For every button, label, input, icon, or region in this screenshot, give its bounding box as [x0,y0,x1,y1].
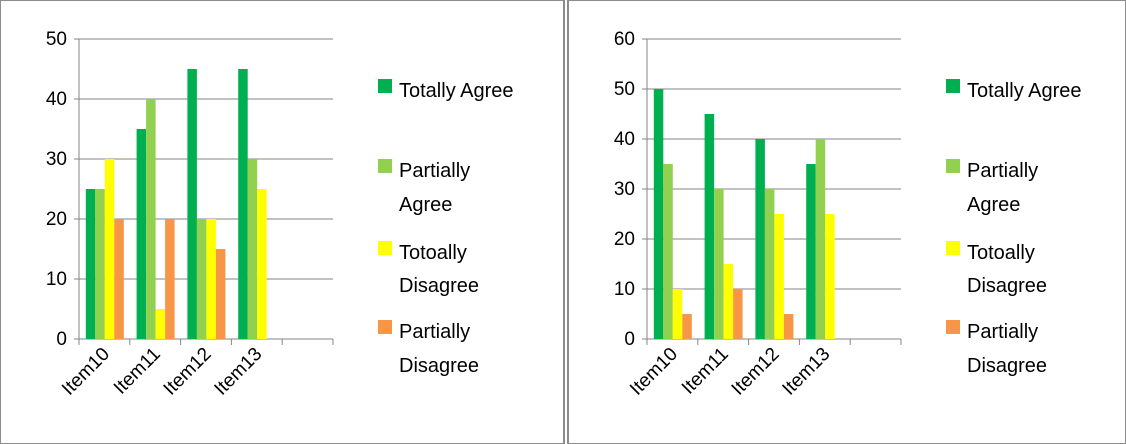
legend-swatch [378,159,392,173]
legend-swatch [378,241,392,255]
bar [196,219,207,339]
bar [155,309,166,339]
legend-label: Agree [967,194,1020,216]
bar [165,219,175,339]
legend-label: Partially [967,321,1038,343]
x-category-label: Item13 [779,344,835,400]
y-tick-label: 40 [46,89,67,110]
x-category-label: Item12 [728,344,784,400]
bar [672,289,683,339]
legend-label: Disagree [399,275,479,297]
y-tick-label: 30 [614,179,635,200]
bar [723,264,734,339]
bar [663,164,673,339]
y-tick-label: 40 [614,129,635,150]
panel-divider [564,0,568,444]
legend-swatch [378,320,392,334]
legend-label: Totally Agree [399,80,514,102]
y-tick-label: 50 [614,79,635,100]
y-tick-label: 0 [56,329,67,350]
bar [238,69,248,339]
legend-label: Disagree [967,355,1047,377]
bar [815,139,826,339]
bar [187,69,197,339]
legend-label: Disagree [967,275,1047,297]
legend-label: Disagree [399,355,479,377]
bar [682,314,692,339]
y-tick-label: 50 [46,29,67,50]
bar [95,189,105,339]
legend-swatch [946,241,960,255]
legend-swatch [946,320,960,334]
legend-label: Partially [967,160,1038,182]
chart-right-panel: 0 10 20 30 40 50 60 Item10 Item11 Item12 Item13 Tot… [568,0,1126,444]
bar [714,189,724,339]
legend-label: Agree [399,194,452,216]
legend-label: Partially [399,321,470,343]
legend-swatch [946,159,960,173]
y-tick-label: 10 [46,269,67,290]
bar [136,129,147,339]
x-category-label: Item10 [626,344,682,400]
bar [247,159,258,339]
legend-label: Totoally [967,242,1035,264]
chart-left-panel: 0 10 20 30 40 50 Item10 Item11 Item12 Item13 Total… [0,0,564,444]
x-category-label: Item11 [678,344,733,399]
legend-swatch [378,79,392,93]
bar [783,314,794,339]
bar [825,214,835,339]
legend-swatch [946,79,960,93]
bar [733,289,743,339]
bar [764,189,775,339]
y-tick-label: 0 [624,329,635,350]
bar [806,164,816,339]
x-category-label: Item12 [160,344,216,400]
y-tick-label: 60 [614,29,635,50]
bar [206,219,216,339]
bar [146,99,156,339]
y-tick-label: 10 [614,279,635,300]
y-tick-label: 20 [46,209,67,230]
y-tick-label: 30 [46,149,67,170]
x-category-label: Item13 [211,344,267,400]
bar [774,214,784,339]
bar [104,159,115,339]
legend-label: Partially [399,160,470,182]
bar [85,189,96,339]
legend-label: Totally Agree [967,80,1082,102]
y-tick-label: 20 [614,229,635,250]
bar [704,114,715,339]
bar [215,249,226,339]
x-category-label: Item10 [58,344,114,400]
bar [653,89,664,339]
bar [755,139,765,339]
bar [257,189,267,339]
bar [114,219,124,339]
x-category-label: Item11 [110,344,165,399]
legend-label: Totoally [399,242,467,264]
